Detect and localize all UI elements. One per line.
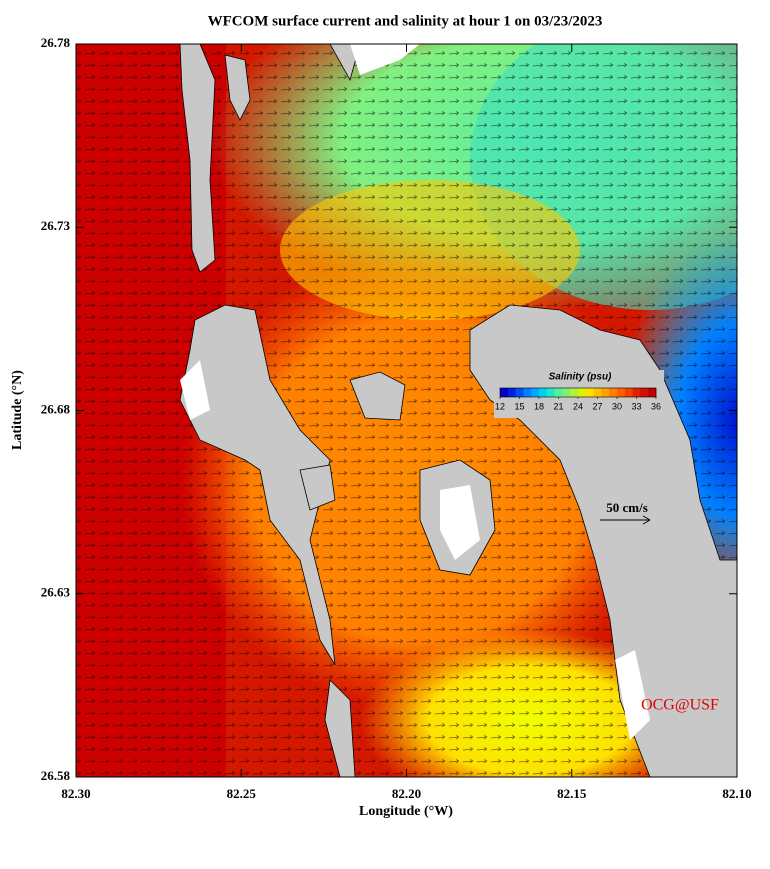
- colorbar-segment: [578, 388, 587, 397]
- y-tick-label: 26.58: [41, 768, 71, 783]
- x-tick-label: 82.10: [722, 786, 751, 801]
- y-tick-label: 26.78: [41, 35, 71, 50]
- colorbar-segment: [601, 388, 610, 397]
- colorbar-tick-label: 36: [651, 401, 661, 411]
- colorbar-segment: [531, 388, 540, 397]
- scale-arrowhead: [642, 515, 651, 525]
- x-tick-label: 82.15: [557, 786, 587, 801]
- colorbar-segment: [539, 388, 548, 397]
- colorbar-tick-label: 12: [495, 401, 505, 411]
- x-tick-label: 82.20: [392, 786, 421, 801]
- colorbar-segment: [523, 388, 532, 397]
- x-axis-label: Longitude (°W): [359, 804, 453, 819]
- x-tick-label: 82.25: [227, 786, 257, 801]
- x-tick-label: 82.30: [61, 786, 90, 801]
- colorbar-segment: [570, 388, 579, 397]
- colorbar-label: Salinity (psu): [549, 372, 612, 383]
- colorbar-segment: [546, 388, 555, 397]
- y-tick-label: 26.68: [41, 401, 71, 416]
- colorbar-segment: [507, 388, 516, 397]
- y-tick-label: 26.63: [41, 585, 71, 600]
- map-title: WFCOM surface current and salinity at ho…: [208, 13, 603, 29]
- y-tick-label: 26.73: [41, 218, 71, 233]
- colorbar-segment: [624, 388, 633, 397]
- colorbar-segment: [648, 388, 657, 397]
- colorbar-segment: [515, 388, 524, 397]
- colorbar-segment: [562, 388, 571, 397]
- land: [179, 44, 737, 777]
- colorbar-tick-label: 18: [534, 401, 544, 411]
- scale-label: 50 cm/s: [606, 500, 648, 515]
- colorbar-tick-label: 30: [612, 401, 622, 411]
- colorbar-segment: [554, 388, 563, 397]
- colorbar-segment: [500, 388, 509, 397]
- y-axis-label: Latitude (°N): [10, 370, 25, 450]
- colorbar-segment: [585, 388, 594, 397]
- colorbar-segment: [609, 388, 618, 397]
- colorbar-tick-label: 27: [592, 401, 602, 411]
- colorbar-segment: [617, 388, 626, 397]
- land-gaps: [180, 44, 650, 740]
- colorbar-tick-label: 33: [631, 401, 641, 411]
- colorbar-segment: [640, 388, 649, 397]
- colorbar-segment: [593, 388, 602, 397]
- colorbar-segment: [632, 388, 641, 397]
- colorbar-tick-label: 15: [514, 401, 524, 411]
- colorbar-tick-label: 21: [553, 401, 563, 411]
- colorbar-tick-label: 24: [573, 401, 583, 411]
- credit: OCG@USF: [641, 697, 719, 714]
